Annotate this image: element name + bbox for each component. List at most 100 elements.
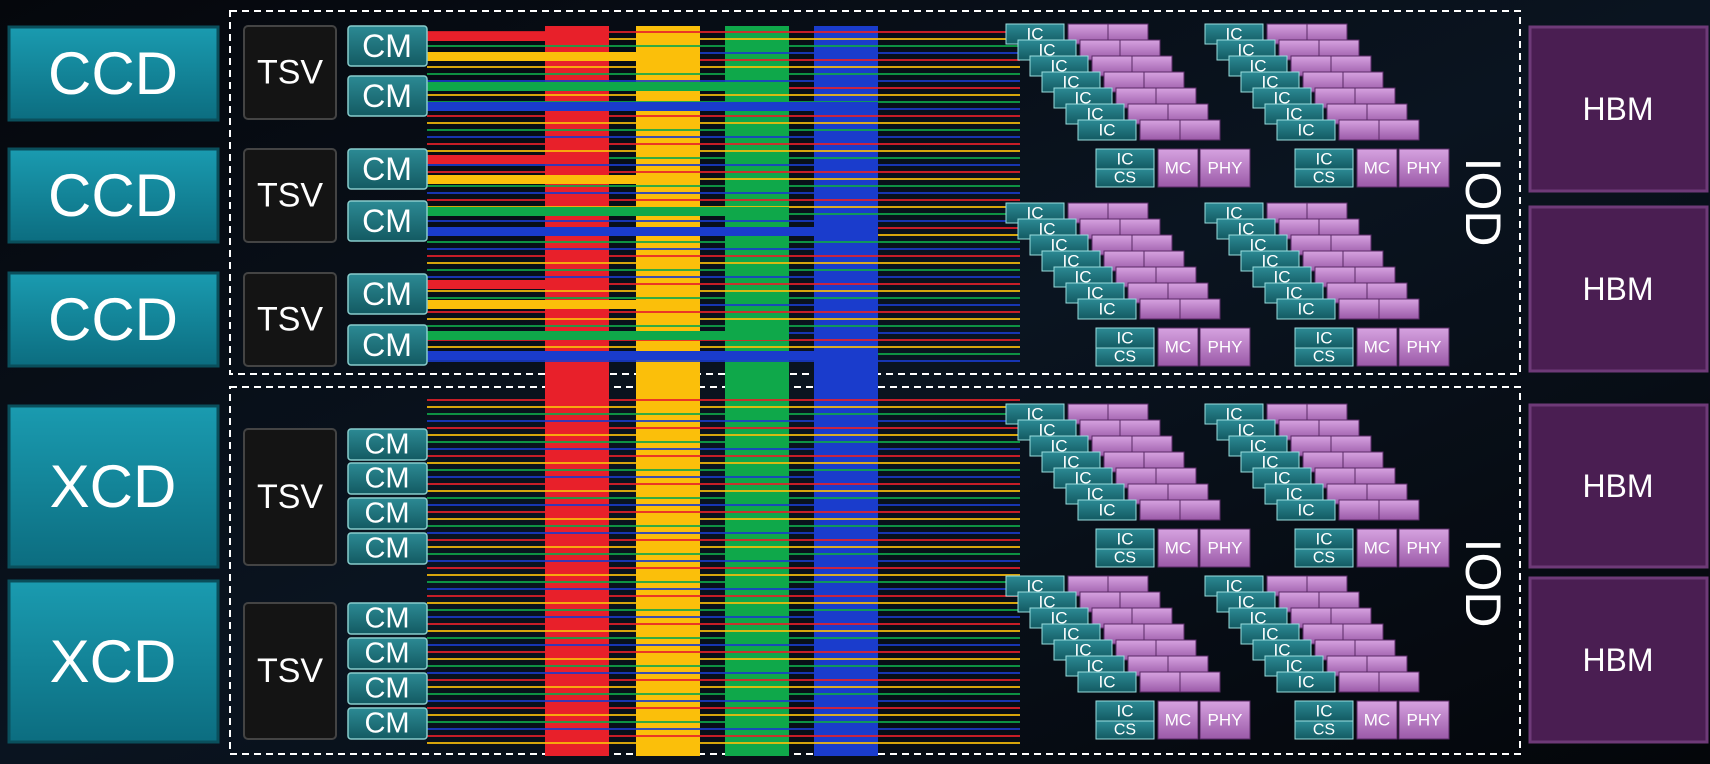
front-cs	[1294, 168, 1354, 188]
front-ic-label: IC	[1316, 530, 1333, 549]
stack-ic-label: IC	[1298, 300, 1315, 319]
cm-label: CM	[364, 673, 409, 705]
stack-ic-label: IC	[1063, 252, 1080, 271]
hbm	[1528, 576, 1709, 744]
stack-ic-label: IC	[1226, 405, 1243, 424]
bus-link	[427, 82, 789, 91]
stack-ic-label: IC	[1262, 252, 1279, 271]
stack-ic-label: IC	[1087, 284, 1104, 303]
hbm-label: HBM	[1582, 91, 1653, 127]
die	[7, 579, 220, 744]
iod-label: IOD	[1455, 539, 1511, 628]
cm	[347, 637, 428, 670]
cm-label: CM	[364, 638, 409, 670]
front-cs	[1095, 347, 1155, 367]
die	[7, 147, 220, 244]
tsv-label: TSV	[257, 301, 323, 339]
die-label: XCD	[50, 453, 177, 520]
cm	[347, 75, 428, 117]
phy	[1398, 528, 1450, 568]
phy	[1199, 528, 1251, 568]
front-ic-label: IC	[1316, 702, 1333, 721]
iod-label: IOD	[1455, 158, 1511, 247]
mc	[1356, 148, 1398, 188]
bus-link	[427, 351, 878, 360]
stack-ic-label: IC	[1262, 625, 1279, 644]
stack-purple	[1338, 671, 1380, 693]
front-cs-label: CS	[1313, 550, 1335, 567]
front-cs	[1095, 720, 1155, 740]
phy	[1398, 700, 1450, 740]
stack-ic-label: IC	[1250, 236, 1267, 255]
tsv	[243, 148, 337, 243]
phy-label: PHY	[1208, 539, 1243, 558]
cm-label: CM	[362, 276, 412, 312]
front-ic-label: IC	[1117, 329, 1134, 348]
stack-ic-label: IC	[1274, 268, 1291, 287]
cm	[347, 428, 428, 461]
mc-label: MC	[1364, 539, 1390, 558]
stack-ic-label: IC	[1286, 105, 1303, 124]
stack-purple	[1179, 499, 1221, 521]
stack-ic-label: IC	[1099, 501, 1116, 520]
stack-ic-label: IC	[1039, 220, 1056, 239]
cm-label: CM	[364, 498, 409, 530]
stack-purple	[1179, 119, 1221, 141]
stack-ic-label: IC	[1226, 204, 1243, 223]
stack-ic	[1276, 499, 1336, 521]
bus-link	[427, 102, 878, 111]
mc	[1356, 528, 1398, 568]
stack-ic-label: IC	[1298, 501, 1315, 520]
die-label: CCD	[48, 286, 178, 353]
phy-label: PHY	[1407, 159, 1442, 178]
cm	[347, 200, 428, 242]
bus-link	[427, 331, 789, 340]
stack-ic-label: IC	[1226, 577, 1243, 596]
stack-ic-label: IC	[1075, 89, 1092, 108]
stack-ic-label: IC	[1099, 673, 1116, 692]
stack-purple	[1378, 119, 1420, 141]
phy	[1398, 327, 1450, 367]
front-cs-label: CS	[1114, 349, 1136, 366]
stack-ic-label: IC	[1250, 437, 1267, 456]
mc-label: MC	[1165, 539, 1191, 558]
stack-ic-label: IC	[1262, 73, 1279, 92]
stack-ic	[1077, 119, 1137, 141]
hbm-label: HBM	[1582, 642, 1653, 678]
bus-link	[427, 32, 609, 41]
stack-purple	[1338, 499, 1380, 521]
stack-ic-label: IC	[1099, 300, 1116, 319]
bus-link	[427, 175, 700, 184]
mc	[1157, 327, 1199, 367]
cm-label: CM	[364, 533, 409, 565]
die-label: CCD	[48, 40, 178, 107]
hbm	[1528, 205, 1709, 373]
stack-ic-label: IC	[1286, 284, 1303, 303]
die	[7, 271, 220, 368]
mc	[1157, 700, 1199, 740]
tsv	[243, 428, 337, 566]
mc-label: MC	[1165, 159, 1191, 178]
cm-label: CM	[362, 327, 412, 363]
stack-purple	[1338, 119, 1380, 141]
front-ic-label: IC	[1117, 530, 1134, 549]
cm	[347, 148, 428, 190]
stack-ic-label: IC	[1027, 577, 1044, 596]
bus-bar	[545, 26, 609, 756]
bus-link	[427, 207, 789, 216]
tsv-label: TSV	[257, 652, 323, 690]
phy	[1398, 148, 1450, 188]
bus-bar	[725, 26, 789, 756]
mc	[1356, 327, 1398, 367]
stack-ic-label: IC	[1238, 421, 1255, 440]
stack-ic-label: IC	[1051, 57, 1068, 76]
front-ic-label: IC	[1117, 150, 1134, 169]
mc-label: MC	[1364, 159, 1390, 178]
cm	[347, 532, 428, 565]
stack-purple	[1378, 499, 1420, 521]
stack-ic-label: IC	[1063, 625, 1080, 644]
cm-label: CM	[364, 463, 409, 495]
bus-link	[427, 155, 609, 164]
tsv	[243, 272, 337, 367]
